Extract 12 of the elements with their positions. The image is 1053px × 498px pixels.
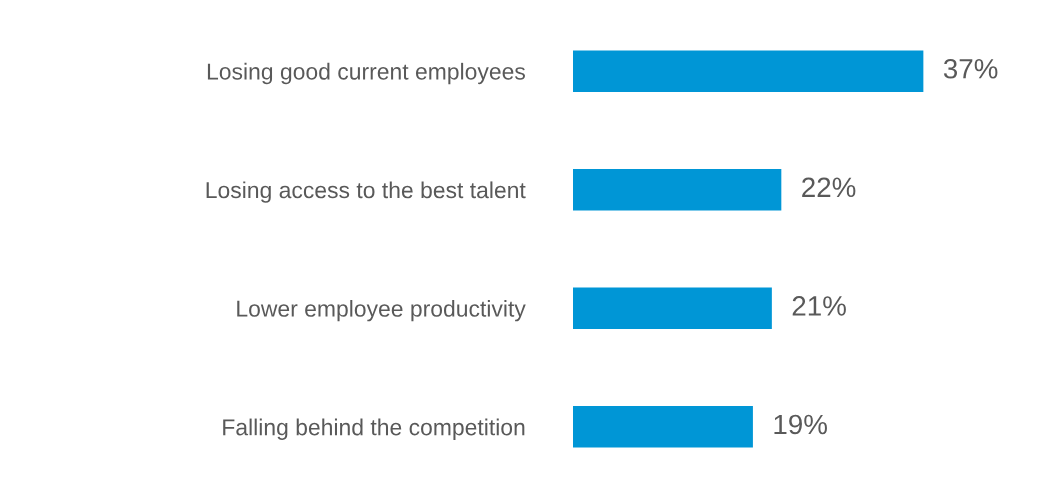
bar — [573, 168, 782, 211]
y-tick-label: Falling behind the competition — [223, 418, 525, 440]
y-tick-label: Losing access to the best talent — [206, 181, 526, 203]
data-label: 21% — [792, 296, 846, 316]
bar — [573, 287, 772, 330]
data-label: 22% — [802, 177, 856, 198]
bar — [573, 50, 924, 92]
y-tick-label: Lower employee productivity — [237, 299, 526, 322]
y-tick-label: Losing good current employees — [207, 62, 525, 85]
data-label: 19% — [774, 414, 827, 435]
bar — [573, 406, 753, 448]
data-label: 37% — [943, 58, 998, 79]
